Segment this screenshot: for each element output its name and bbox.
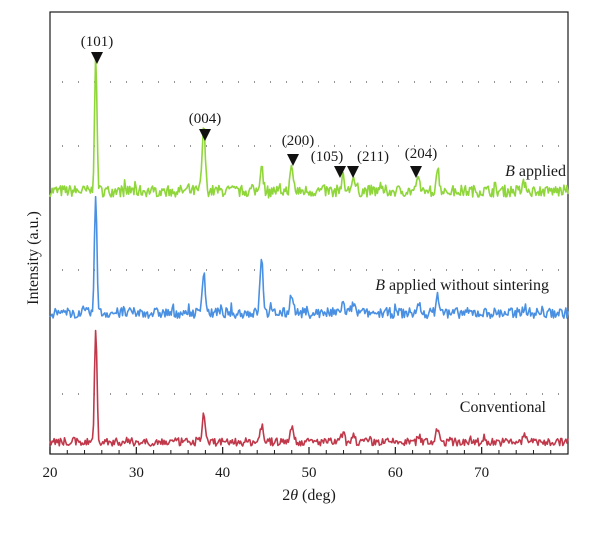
series-label-italic: B bbox=[505, 163, 515, 180]
peak-marker bbox=[91, 52, 103, 64]
peak-marker bbox=[347, 166, 359, 178]
peak-label: (105) bbox=[311, 149, 344, 165]
series-label-text: applied without sintering bbox=[385, 277, 549, 294]
peak-marker bbox=[199, 129, 211, 141]
x-axis-title-symbol: θ bbox=[290, 487, 298, 504]
x-axis-title-unit: (deg) bbox=[298, 487, 336, 504]
y-axis-title: Intensity (a.u.) bbox=[25, 211, 42, 305]
peak-label: (200) bbox=[282, 133, 315, 149]
series-traces bbox=[49, 53, 569, 447]
x-tick-label: 50 bbox=[302, 465, 317, 481]
series-label-text: applied bbox=[515, 163, 566, 180]
series-line bbox=[49, 195, 569, 320]
series-label-italic: B bbox=[375, 277, 385, 294]
x-tick-label: 70 bbox=[474, 465, 489, 481]
x-tick-label: 40 bbox=[215, 465, 230, 481]
series-label: B applied bbox=[505, 163, 566, 180]
plot-frame bbox=[49, 11, 569, 455]
series-line bbox=[49, 329, 569, 447]
x-axis-title-prefix: 2 bbox=[282, 487, 290, 504]
series-line bbox=[49, 53, 569, 199]
peak-label: (101) bbox=[81, 34, 114, 50]
peak-label: (204) bbox=[405, 146, 438, 162]
series-label-text: Conventional bbox=[460, 399, 547, 416]
peak-marker bbox=[287, 154, 299, 166]
x-tick-label: 30 bbox=[129, 465, 144, 481]
peak-annotations: (101) (004) (200)(105) (211) (204) bbox=[81, 34, 438, 178]
series-label: B applied without sintering bbox=[375, 277, 549, 294]
grid-lines bbox=[62, 81, 566, 395]
x-tick-label: 20 bbox=[43, 465, 58, 481]
peak-label: (004) bbox=[189, 111, 222, 127]
peak-label: (211) bbox=[357, 149, 389, 165]
x-tick-label: 60 bbox=[388, 465, 403, 481]
series-label: Conventional bbox=[460, 399, 547, 416]
x-axis-title: 2θ (deg) bbox=[282, 487, 336, 504]
peak-marker bbox=[410, 166, 422, 178]
x-axis-ticks: 20 30 40 50 60 70 bbox=[43, 447, 552, 481]
peak-marker bbox=[334, 166, 346, 178]
